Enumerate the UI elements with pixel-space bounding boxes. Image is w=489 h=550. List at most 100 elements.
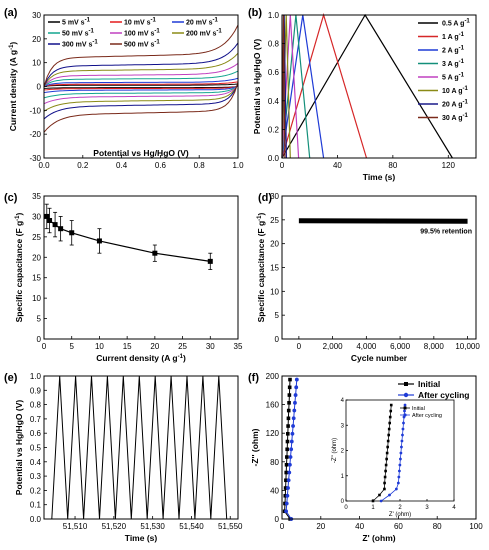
nyquist-after-marker [293,393,298,397]
panel-c-xtick-label: 35 [234,342,243,351]
panel-f-ytick-label: 0 [275,515,280,524]
data-point [58,226,64,232]
panel-e-ytick-label: 0.2 [30,486,42,495]
nyquist-initial-marker [286,416,291,421]
panel-e-xtick-label: 51,540 [179,522,204,531]
inset-initial-marker [389,409,393,413]
legend-marker-f-1 [403,392,409,398]
inset-initial-marker [384,463,388,467]
data-point [96,238,102,244]
panel-b-xtick-label: 120 [442,161,456,170]
panel-e-ytick-label: 0.9 [30,386,42,395]
inset-after-marker [402,421,405,425]
inset-xtick-label: 2 [398,505,402,511]
panel-d-xtick-label: 8,000 [424,342,445,351]
inset-initial-marker [383,481,386,485]
panel-b-ytick-label: 1.0 [268,11,280,20]
legend-label-b-4: 5 A g-1 [442,73,465,82]
panel-e-ytick-label: 0.0 [30,515,42,524]
panel-d-ytick-label: 30 [270,192,279,201]
inset-legend-label-0: Initial [412,406,425,412]
panel-e-ylabel: Potential vs Hg/HgO (V) [14,400,24,496]
cv-curve-6 [43,41,239,120]
panel-c-frame [43,195,239,340]
panel-e-ytick-label: 0.8 [30,401,42,410]
inset-initial-marker [388,415,392,419]
panel-c-xtick-label: 25 [178,342,187,351]
nyquist-initial-marker [284,478,288,483]
nyquist-after-marker [294,377,299,382]
panel-a-ylabel: Current density (A g-1) [8,42,18,132]
inset-after-marker [400,445,403,449]
inset-legend-label-1: After cycling [412,413,442,419]
panel-a-xtick-label: 0.4 [116,161,128,170]
panel-d-xtick-label: 0 [297,342,302,351]
panel-b-ytick-label: 0.4 [268,97,280,106]
legend-label-1: 10 mV s-1 [124,18,156,27]
inset-legend-marker-1 [403,413,407,417]
panel-f-label: (f) [248,372,259,384]
inset-legend-marker-0 [403,406,407,410]
panel-e-frame [43,375,239,520]
nyquist-after-marker [289,447,294,452]
inset-xtick-label: 4 [452,505,456,511]
panel-b-xtick-label: 40 [333,161,342,170]
nyquist-after-marker [284,509,289,514]
inset-initial-marker [378,493,381,497]
panel-e-ytick-label: 0.6 [30,429,42,438]
panel-b-frame [281,14,477,159]
panel-d-xtick-label: 10,000 [455,342,480,351]
panel-a-label: (a) [4,7,18,19]
panel-c-ytick-label: 30 [32,212,41,221]
inset-initial-marker [387,427,391,431]
panel-b-ytick-label: 0.8 [268,40,280,49]
panel-e-ytick-label: 0.1 [30,501,42,510]
inset-initial-marker [387,433,390,437]
inset-after-marker [397,475,401,479]
legend-label-b-5: 10 A g-1 [442,86,468,95]
panel-a-ytick-label: 20 [32,35,41,44]
legend-label-f-0: Initial [418,379,440,389]
legend-label-b-1: 1 A g-1 [442,32,465,41]
nyquist-initial-marker [285,439,290,444]
nyquist-initial-marker [285,431,290,436]
panel-a-xtick-label: 0.6 [155,161,167,170]
nyquist-after-marker [292,408,297,413]
inset-initial-marker [388,421,392,425]
panel-b-ytick-label: 0.2 [268,125,280,134]
panel-e-xtick-label: 51,530 [140,522,165,531]
panel-a-xtick-label: 0.8 [194,161,206,170]
nyquist-initial-marker [287,385,292,390]
data-point [207,258,213,264]
panel-f-ytick-label: 200 [266,372,280,381]
inset-after-marker [401,433,404,437]
nyquist-initial-marker [284,462,289,467]
panel-c-ylabel: Specific capacitance (F g-1) [14,212,24,322]
panel-b-ylabel: Potential vs Hg/HgO (V) [252,39,262,135]
legend-label-b-2: 2 A g-1 [442,46,465,55]
inset-after-marker [388,493,391,497]
panel-d-ytick-label: 20 [270,240,279,249]
nyquist-initial-marker [287,393,292,397]
nyquist-after-marker [288,455,293,459]
panel-f-xlabel: Z' (ohm) [362,533,395,543]
panel-e-xtick-label: 51,510 [63,522,88,531]
panel-a-ytick-label: -30 [29,154,41,163]
panel-b-ytick-label: 0.6 [268,68,280,77]
legend-label-b-0: 0.5 A g-1 [442,19,470,28]
panel-d-ytick-label: 10 [270,287,279,296]
inset-ytick-label: 1 [341,474,345,480]
inset-initial-marker [386,445,389,449]
panel-f-xtick-label: 100 [469,522,483,531]
panel-e-ytick-label: 0.5 [30,444,42,453]
panel-e-ytick-label: 0.3 [30,472,42,481]
data-point [52,222,58,228]
legend-label-3: 50 mV s-1 [62,29,94,38]
nyquist-initial-marker [283,486,288,490]
panel-b-label: (b) [248,7,262,19]
inset-ylabel: -Z'' (ohm) [332,438,338,463]
nyquist-after-marker [285,493,290,498]
nyquist-initial-marker [286,424,290,428]
panel-a-ytick-label: 0 [37,83,42,92]
